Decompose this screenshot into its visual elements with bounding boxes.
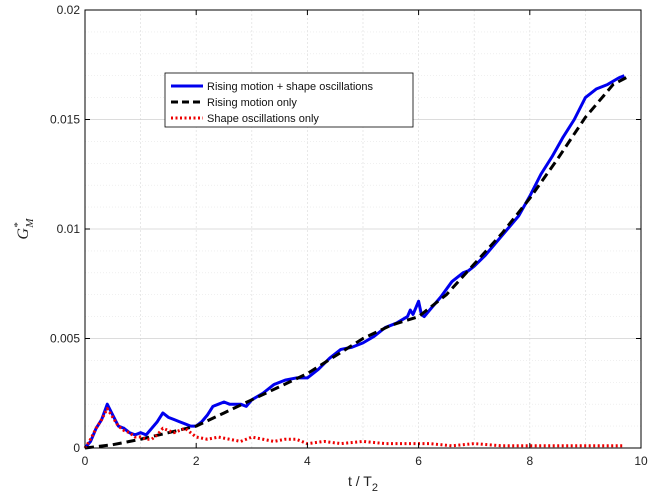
y-axis-label-superscript: * bbox=[12, 222, 24, 228]
y-axis-label: G*M bbox=[12, 218, 36, 240]
y-tick-label: 0.01 bbox=[57, 222, 81, 236]
legend: Rising motion + shape oscillations Risin… bbox=[164, 72, 414, 128]
axis-ticks: 0 2 4 6 8 10 0 0.005 0.01 0.015 0.02 bbox=[50, 3, 648, 468]
legend-label-rising-shape: Rising motion + shape oscillations bbox=[207, 81, 374, 93]
legend-label-rising-only: Rising motion only bbox=[207, 97, 297, 109]
series-rising-only bbox=[84, 74, 631, 450]
x-tick-label: 10 bbox=[634, 454, 648, 468]
y-tick-label: 0.015 bbox=[50, 113, 80, 127]
x-tick-label: 8 bbox=[526, 454, 533, 468]
x-axis-label: t / T2 bbox=[348, 473, 378, 494]
series-layer bbox=[83, 74, 631, 450]
x-tick-label: 4 bbox=[304, 454, 311, 468]
y-axis-label-subscript: M bbox=[24, 218, 36, 229]
y-axis-label-group: G*M bbox=[12, 218, 36, 240]
x-tick-label: 0 bbox=[82, 454, 89, 468]
legend-box bbox=[164, 72, 414, 128]
x-tick-label: 6 bbox=[415, 454, 422, 468]
x-tick-label: 2 bbox=[193, 454, 200, 468]
y-tick-label: 0.02 bbox=[57, 3, 81, 17]
x-axis-label-subscript: 2 bbox=[372, 482, 378, 494]
legend-label-shape-only: Shape oscillations only bbox=[207, 113, 319, 125]
y-tick-label: 0 bbox=[73, 441, 80, 455]
y-tick-label: 0.005 bbox=[50, 332, 80, 346]
